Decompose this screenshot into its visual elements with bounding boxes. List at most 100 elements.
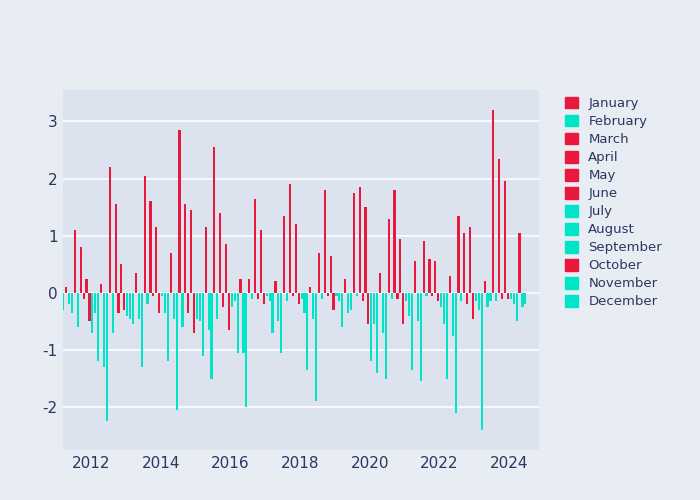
Bar: [315, 293, 317, 402]
Bar: [335, 293, 337, 296]
Bar: [202, 293, 204, 356]
Bar: [332, 293, 335, 310]
Bar: [283, 216, 285, 293]
Legend: January, February, March, April, May, June, July, August, September, October, No: January, February, March, April, May, Ju…: [565, 96, 662, 308]
Bar: [83, 293, 85, 298]
Bar: [251, 293, 253, 298]
Bar: [184, 204, 186, 293]
Bar: [77, 293, 79, 327]
Bar: [260, 230, 262, 293]
Bar: [88, 293, 90, 322]
Bar: [204, 227, 206, 293]
Bar: [225, 244, 227, 293]
Bar: [385, 293, 387, 378]
Bar: [176, 293, 178, 410]
Bar: [309, 287, 312, 293]
Bar: [103, 293, 105, 367]
Bar: [391, 293, 393, 298]
Bar: [141, 293, 143, 367]
Bar: [108, 167, 111, 293]
Bar: [478, 293, 480, 310]
Bar: [228, 293, 230, 330]
Bar: [519, 233, 521, 293]
Bar: [484, 282, 486, 293]
Bar: [461, 293, 463, 302]
Bar: [219, 213, 221, 293]
Bar: [373, 293, 375, 324]
Bar: [214, 147, 216, 293]
Bar: [414, 262, 416, 293]
Bar: [358, 187, 361, 293]
Bar: [173, 293, 175, 318]
Bar: [120, 264, 122, 293]
Bar: [57, 293, 59, 307]
Bar: [106, 293, 108, 422]
Bar: [457, 216, 460, 293]
Bar: [353, 193, 355, 293]
Bar: [405, 293, 407, 302]
Bar: [239, 278, 241, 293]
Bar: [62, 293, 64, 310]
Bar: [222, 293, 224, 307]
Bar: [512, 293, 514, 304]
Bar: [60, 293, 62, 322]
Bar: [68, 293, 70, 304]
Bar: [199, 293, 201, 322]
Bar: [495, 293, 498, 302]
Bar: [510, 293, 512, 298]
Bar: [321, 293, 323, 298]
Bar: [370, 293, 372, 362]
Bar: [65, 287, 67, 293]
Bar: [74, 230, 76, 293]
Bar: [269, 293, 271, 302]
Bar: [501, 293, 503, 298]
Bar: [187, 293, 189, 313]
Bar: [178, 130, 181, 293]
Bar: [356, 293, 358, 296]
Bar: [327, 293, 329, 296]
Bar: [295, 224, 297, 293]
Bar: [431, 293, 433, 296]
Bar: [129, 293, 131, 318]
Bar: [504, 182, 506, 293]
Bar: [265, 293, 268, 296]
Bar: [286, 293, 288, 302]
Bar: [80, 247, 82, 293]
Bar: [440, 293, 442, 307]
Bar: [423, 242, 425, 293]
Bar: [135, 273, 137, 293]
Bar: [449, 276, 451, 293]
Bar: [396, 293, 398, 298]
Bar: [426, 293, 428, 296]
Bar: [242, 293, 244, 353]
Bar: [475, 293, 477, 302]
Bar: [207, 293, 210, 330]
Bar: [428, 258, 430, 293]
Bar: [307, 293, 309, 370]
Bar: [216, 293, 218, 318]
Bar: [53, 293, 56, 298]
Bar: [312, 293, 314, 318]
Bar: [522, 293, 524, 307]
Bar: [169, 253, 172, 293]
Bar: [408, 293, 410, 316]
Bar: [234, 293, 236, 302]
Bar: [248, 278, 251, 293]
Bar: [123, 293, 125, 310]
Bar: [42, 293, 44, 302]
Bar: [153, 293, 155, 296]
Bar: [71, 293, 73, 313]
Bar: [338, 293, 340, 302]
Bar: [515, 293, 518, 322]
Bar: [149, 202, 152, 293]
Bar: [193, 293, 195, 333]
Bar: [94, 293, 97, 313]
Bar: [416, 293, 419, 322]
Bar: [303, 293, 306, 313]
Bar: [347, 293, 349, 313]
Bar: [245, 293, 247, 407]
Bar: [388, 218, 390, 293]
Bar: [146, 293, 148, 304]
Bar: [181, 293, 183, 327]
Bar: [419, 293, 422, 382]
